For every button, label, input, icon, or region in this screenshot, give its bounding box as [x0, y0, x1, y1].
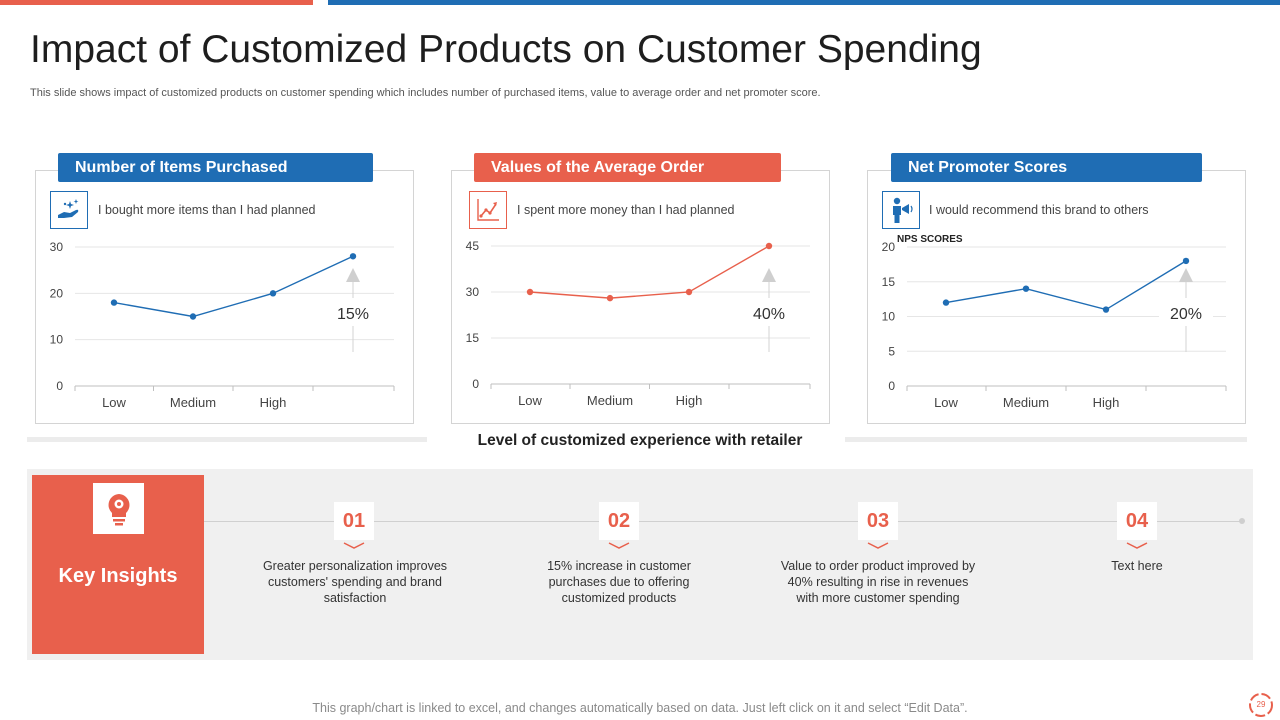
timeline-end-dot — [1239, 518, 1245, 524]
y-tick-label: 15 — [882, 275, 896, 289]
data-point — [269, 290, 277, 297]
divider-left — [27, 437, 427, 442]
insight-text-4: Text here — [1111, 559, 1163, 573]
annotation-box — [326, 298, 380, 326]
average-order-card — [451, 170, 830, 424]
top-accent-bar-blue — [328, 0, 1280, 5]
x-tick-label: Medium — [587, 393, 633, 408]
chevron-down-icon — [867, 542, 889, 549]
key-insights-label: Key Insights — [58, 565, 178, 587]
data-point — [1022, 285, 1030, 292]
page-number: 29 — [1256, 700, 1266, 709]
data-point — [765, 242, 773, 250]
y-tick-label: 10 — [882, 310, 896, 324]
up-arrow-icon — [346, 268, 360, 282]
insight-text-3: Value to order product improved by 40% r… — [780, 559, 976, 605]
insight-number-4: 04 — [1117, 502, 1157, 540]
series-line — [529, 245, 770, 299]
key-insights-panel — [27, 469, 1253, 660]
annotation-box — [1159, 298, 1213, 326]
insight-number-2: 02 — [599, 502, 639, 540]
up-arrow-icon — [762, 268, 776, 282]
average-order-chart[interactable]: 0 15 30 45 Low Medium High 40% — [451, 230, 830, 420]
page-number-badge: 29 — [1246, 690, 1276, 720]
footer-note: This graph/chart is linked to excel, and… — [312, 701, 968, 715]
data-point — [1102, 306, 1110, 313]
lightbulb-gear-icon — [93, 483, 144, 534]
y-tick-label: 30 — [50, 240, 64, 254]
series-line — [945, 260, 1187, 311]
average-order-header: Values of the Average Order — [474, 153, 781, 182]
top-accent-bar-red — [0, 0, 313, 5]
up-arrow-icon — [1179, 268, 1193, 282]
annotation-label: 20% — [1170, 306, 1202, 323]
x-tick-label: High — [260, 395, 287, 410]
chevron-down-icon — [608, 542, 630, 549]
y-tick-label: 30 — [466, 285, 480, 299]
x-tick-label: Low — [934, 395, 958, 410]
x-tick-label: Low — [102, 395, 126, 410]
y-tick-label: 45 — [466, 239, 480, 253]
series-line — [113, 255, 354, 318]
data-point — [606, 294, 614, 302]
y-tick-label: 5 — [888, 344, 895, 358]
shared-x-axis-caption: Level of customized experience with reta… — [477, 432, 803, 449]
data-point — [526, 288, 534, 296]
y-tick-label: 20 — [882, 240, 896, 254]
page-subtitle: This slide shows impact of customized pr… — [30, 87, 821, 99]
data-point — [189, 313, 197, 320]
page-ring-icon — [1249, 693, 1273, 717]
y-tick-label: 0 — [472, 377, 479, 391]
growth-chart-icon — [469, 191, 507, 229]
y-tick-label: 10 — [50, 333, 64, 347]
y-tick-label: 0 — [56, 379, 63, 393]
y-tick-label: 0 — [888, 379, 895, 393]
insight-number-1: 01 — [334, 502, 374, 540]
insight-number-3: 03 — [858, 502, 898, 540]
x-tick-label: Medium — [1003, 395, 1049, 410]
items-purchased-statement: I bought more items than I had planned — [98, 203, 316, 217]
chevron-down-icon — [343, 542, 365, 549]
page-title: Impact of Customized Products on Custome… — [30, 28, 982, 71]
items-purchased-chart[interactable]: 0 10 20 30 Low Medium High 15% — [35, 230, 414, 420]
net-promoter-header: Net Promoter Scores — [891, 153, 1202, 182]
items-purchased-header: Number of Items Purchased — [58, 153, 373, 182]
average-order-statement: I spent more money than I had planned — [517, 203, 735, 217]
y-tick-label: 15 — [466, 331, 480, 345]
data-point — [1182, 257, 1190, 265]
x-tick-label: Low — [518, 393, 542, 408]
data-point — [942, 299, 950, 306]
key-insights-tile: Key Insights — [32, 475, 204, 654]
hand-sparkle-icon — [50, 191, 88, 229]
data-point — [349, 253, 357, 260]
x-tick-label: Medium — [170, 395, 216, 410]
x-tick-label: High — [1093, 395, 1120, 410]
annotation-label: 15% — [337, 306, 369, 323]
megaphone-person-icon — [882, 191, 920, 229]
y-axis-label: NPS SCORES — [897, 234, 963, 245]
y-tick-label: 20 — [50, 286, 64, 300]
items-purchased-card — [35, 170, 414, 424]
annotation-label: 40% — [753, 306, 785, 323]
timeline-line — [204, 521, 1242, 522]
data-point — [110, 299, 118, 306]
insight-text-2: 15% increase in customer purchases due t… — [547, 559, 691, 605]
data-point — [685, 288, 693, 296]
x-tick-label: High — [676, 393, 703, 408]
net-promoter-statement: I would recommend this brand to others — [929, 203, 1149, 217]
insight-text-1: Greater personalization improves custome… — [262, 559, 448, 605]
annotation-box — [742, 298, 796, 326]
divider-right — [845, 437, 1247, 442]
chevron-down-icon — [1126, 542, 1148, 549]
